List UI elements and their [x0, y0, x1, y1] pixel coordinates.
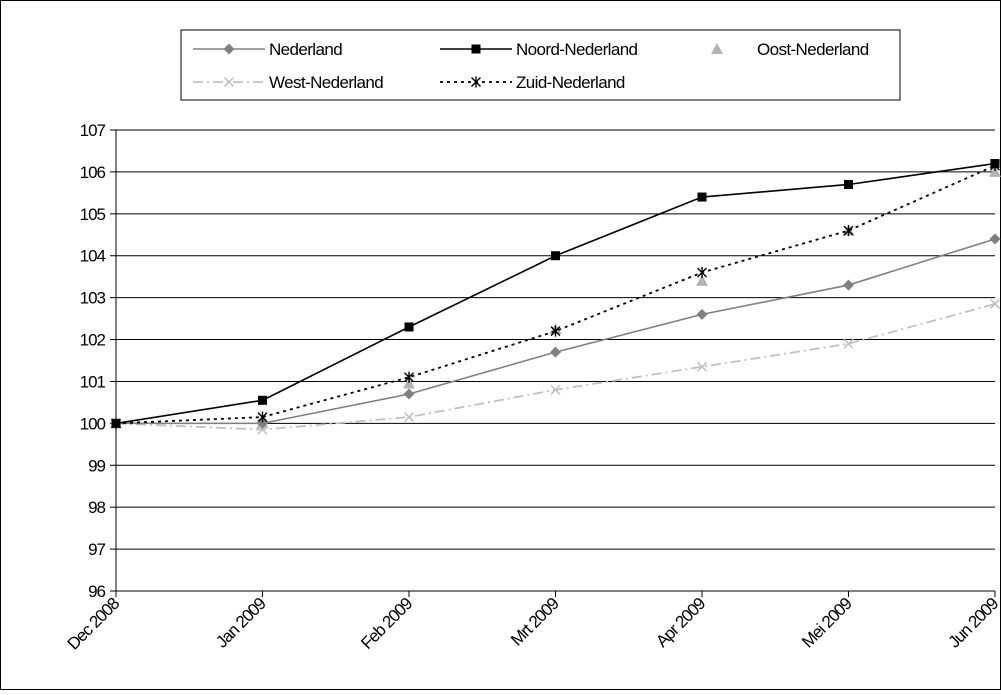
data-point: [844, 179, 853, 189]
legend-label: Nederland: [269, 40, 342, 59]
data-point: [257, 424, 268, 435]
legend: Nederland Noord-Nederland Oost-Nederland We…: [180, 29, 901, 101]
legend-label: West-Nederland: [269, 73, 383, 92]
y-tick-label: 101: [80, 372, 106, 391]
data-point: [697, 266, 707, 278]
legend-label: Oost-Nederland: [757, 40, 869, 59]
data-point: [697, 192, 707, 202]
series-noord-nederland: [111, 159, 1000, 428]
legend-label: Noord-Nederland: [516, 40, 638, 59]
data-point: [843, 279, 854, 291]
data-point: [403, 377, 415, 389]
marker-stroke: [843, 338, 854, 349]
data-point: [990, 159, 1000, 169]
y-tick-label: 106: [80, 163, 106, 182]
y-tick-label: 100: [80, 414, 106, 433]
data-point: [989, 298, 1001, 309]
y-tick-label: 105: [80, 205, 106, 224]
marker-shape: [403, 377, 415, 389]
marker-stroke: [403, 412, 415, 423]
marker-shape: [258, 395, 267, 405]
data-point: [404, 322, 414, 332]
y-tick-label: 99: [88, 456, 105, 475]
marker-shape: [990, 159, 1000, 169]
marker-shape: [844, 179, 853, 189]
legend-label: Zuid-Nederland: [516, 73, 625, 92]
marker-shape: [711, 43, 723, 54]
data-point: [550, 384, 561, 395]
marker-stroke: [550, 384, 561, 395]
data-point: [403, 388, 415, 400]
legend-item-west-nederland: West-Nederland: [193, 73, 384, 92]
y-tick-label: 102: [80, 331, 106, 350]
marker-shape: [550, 346, 561, 358]
data-point: [989, 233, 1001, 245]
y-tick-label: 97: [88, 540, 105, 559]
legend-marker: [471, 76, 481, 88]
marker-shape: [696, 308, 708, 320]
y-tick-label: 103: [80, 289, 106, 308]
y-tick-label: 98: [88, 498, 105, 517]
legend-marker: [223, 76, 235, 88]
data-point: [403, 412, 415, 423]
legend-marker: [223, 43, 235, 55]
y-tick-label: 96: [88, 582, 105, 601]
data-point: [696, 274, 708, 286]
y-tick-labels: 96 97 98 99 100 101 102 103 104 105 106 107: [80, 121, 107, 601]
data-point: [843, 338, 854, 349]
legend-marker: [471, 44, 481, 54]
data-point: [404, 371, 414, 383]
data-point: [551, 251, 560, 261]
data-point: [696, 361, 708, 372]
legend-marker: [711, 43, 723, 54]
y-tick-label: 107: [80, 121, 106, 140]
marker-shape: [223, 43, 235, 55]
legend-item-noord-nederland: Noord-Nederland: [440, 40, 638, 59]
data-point: [258, 395, 267, 405]
marker-stroke: [223, 76, 235, 88]
data-point: [550, 325, 561, 337]
data-point: [257, 411, 268, 423]
marker-shape: [843, 279, 854, 291]
data-point: [111, 418, 121, 428]
marker-shape: [697, 192, 707, 202]
marker-shape: [404, 322, 414, 332]
marker-stroke: [257, 424, 268, 435]
marker-shape: [989, 233, 1001, 245]
legend-item-oost-nederland: Oost-Nederland: [711, 40, 869, 59]
data-point: [989, 165, 1001, 177]
legend-item-zuid-nederland: Zuid-Nederland: [440, 73, 626, 92]
y-tick-label: 104: [80, 247, 106, 266]
marker-shape: [989, 165, 1001, 177]
marker-shape: [471, 44, 481, 54]
legend-box: [180, 29, 901, 101]
marker-shape: [696, 274, 708, 286]
marker-shape: [403, 388, 415, 400]
marker-stroke: [696, 361, 708, 372]
marker-shape: [111, 418, 121, 428]
marker-shape: [551, 251, 560, 261]
legend-item-nederland: Nederland: [193, 40, 343, 59]
series-group: [110, 159, 1001, 435]
marker-stroke: [989, 298, 1001, 309]
axes: [110, 129, 996, 597]
data-point: [550, 346, 561, 358]
data-point: [843, 225, 854, 237]
data-point: [696, 308, 708, 320]
